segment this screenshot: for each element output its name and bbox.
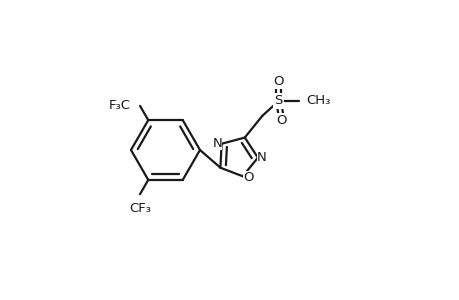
Text: O: O [273,75,283,88]
Text: S: S [274,94,282,107]
Text: O: O [242,171,253,184]
Text: N: N [212,137,222,150]
Text: N: N [257,151,266,164]
Text: F₃C: F₃C [109,99,131,112]
Text: CH₃: CH₃ [306,94,330,107]
Text: CF₃: CF₃ [129,202,151,215]
Text: O: O [276,114,286,127]
